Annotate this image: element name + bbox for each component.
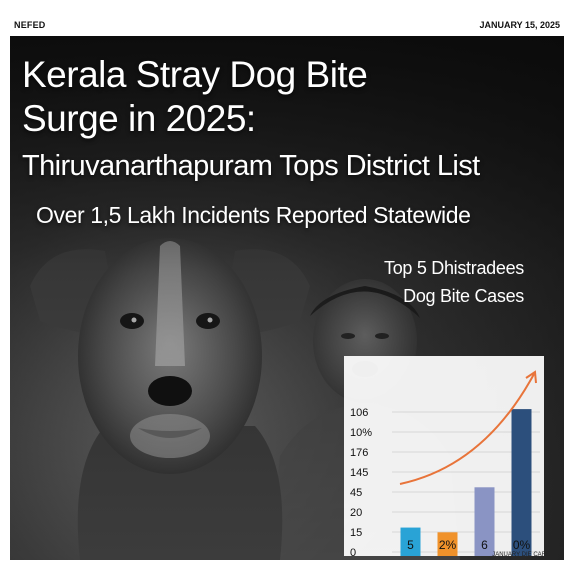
bar [400, 527, 421, 556]
date-label: JANUARY 15, 2025 [479, 20, 560, 30]
y-tick-label: 20 [350, 507, 362, 519]
y-tick-label: 10% [350, 427, 372, 439]
top-bar: NEFED JANUARY 15, 2025 [0, 0, 574, 36]
x-tick-label: 2% [438, 538, 457, 552]
news-graphic: Kerala Stray Dog Bite Surge in 2025: Thi… [10, 36, 564, 560]
x-tick-label: 0% [512, 538, 531, 552]
y-tick-label: 0 [350, 547, 356, 556]
chart-title-line-1: Top 5 Dhistradees [384, 258, 524, 278]
y-tick-label: 145 [350, 467, 368, 479]
bar [474, 487, 495, 556]
headline-line-2: Surge in 2025: [22, 98, 256, 139]
y-tick-label: 106 [350, 407, 368, 419]
trend-arrow-head [525, 370, 537, 384]
bar-chart: 106 10% 176 145 45 20 15 0 [344, 356, 544, 556]
bar [511, 409, 532, 556]
y-tick-label: 176 [350, 447, 368, 459]
chart-panel [344, 356, 544, 556]
headline-subtitle: Thiruvanarthapuram Tops District List [22, 150, 480, 182]
chart-title-line-2: Dog Bite Cases [403, 286, 524, 306]
headline-tagline: Over 1,5 Lakh Incidents Reported Statewi… [36, 202, 471, 228]
background-photo [10, 36, 564, 560]
y-tick-label: 15 [350, 527, 362, 539]
trend-arrow-line [399, 373, 535, 485]
publisher-label: NEFED [14, 20, 46, 30]
headline-line-1: Kerala Stray Dog Bite [22, 54, 368, 95]
bar [437, 532, 458, 556]
y-tick-label: 45 [350, 487, 362, 499]
x-tick-label: 5 [407, 538, 414, 552]
footer-label: JANUARY DIE CARE [492, 552, 550, 558]
x-tick-label: 6 [481, 538, 488, 552]
